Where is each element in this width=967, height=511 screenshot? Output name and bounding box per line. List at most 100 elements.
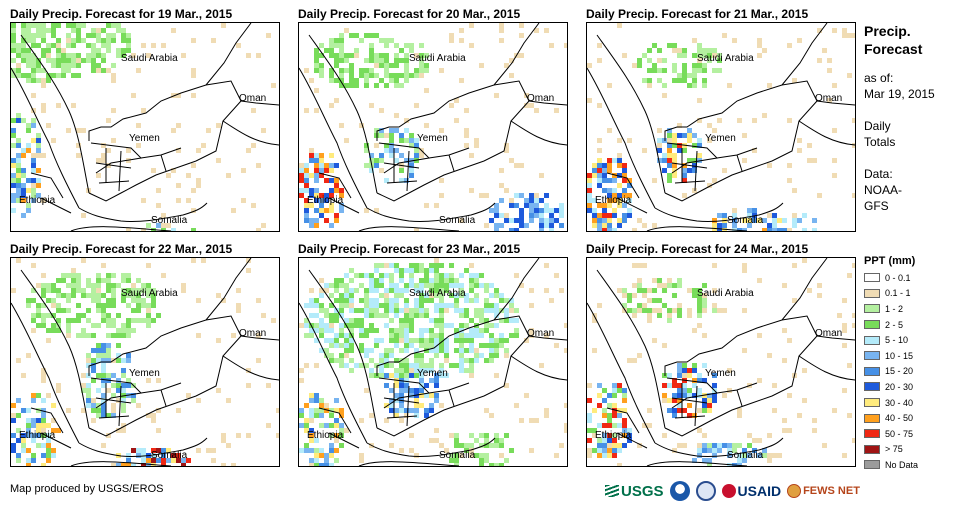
precip-cell bbox=[612, 408, 617, 413]
precip-cell bbox=[126, 303, 131, 308]
precip-cell bbox=[657, 283, 662, 288]
precip-cell bbox=[627, 308, 632, 313]
precip-cell bbox=[712, 178, 717, 183]
precip-cell bbox=[404, 383, 409, 388]
precip-cell bbox=[697, 98, 702, 103]
precip-cell bbox=[31, 158, 36, 163]
precip-cell bbox=[622, 173, 627, 178]
precip-cell bbox=[36, 423, 41, 428]
precip-cell bbox=[329, 53, 334, 58]
precip-cell bbox=[602, 168, 607, 173]
precip-cell bbox=[459, 218, 464, 223]
precip-cell bbox=[612, 453, 617, 458]
precip-cell bbox=[812, 218, 817, 223]
precip-cell bbox=[171, 28, 176, 33]
precip-cell bbox=[121, 428, 126, 433]
precip-cell bbox=[394, 313, 399, 318]
precip-cell bbox=[509, 73, 514, 78]
precip-cell bbox=[309, 438, 314, 443]
precip-cell bbox=[369, 273, 374, 278]
precip-cell bbox=[712, 453, 717, 458]
country-border bbox=[358, 461, 460, 466]
map-label-oman: Oman bbox=[815, 328, 843, 339]
seal-icon bbox=[695, 481, 716, 501]
precip-cell bbox=[51, 43, 56, 48]
precip-cell bbox=[762, 453, 767, 458]
precip-cell bbox=[319, 168, 324, 173]
precip-cell bbox=[66, 38, 71, 43]
precip-cell bbox=[424, 278, 429, 283]
precip-cell bbox=[712, 308, 717, 313]
precip-cell bbox=[141, 458, 146, 463]
precip-cell bbox=[106, 288, 111, 293]
precip-cell bbox=[484, 343, 489, 348]
precip-cell bbox=[667, 373, 672, 378]
precip-cell bbox=[597, 173, 602, 178]
precip-cell bbox=[504, 218, 509, 223]
legend-label: 0.1 - 1 bbox=[885, 288, 911, 299]
precip-cell bbox=[424, 293, 429, 298]
legend-swatch bbox=[864, 444, 880, 454]
precip-cell bbox=[334, 423, 339, 428]
precip-cell bbox=[514, 328, 519, 333]
precip-cell bbox=[379, 78, 384, 83]
precip-cell bbox=[489, 463, 494, 466]
precip-cell bbox=[319, 303, 324, 308]
precip-cell bbox=[812, 158, 817, 163]
precip-cell bbox=[319, 333, 324, 338]
precip-cell bbox=[414, 408, 419, 413]
precip-cell bbox=[697, 313, 702, 318]
precip-cell bbox=[106, 298, 111, 303]
precip-cell bbox=[161, 43, 166, 48]
precip-cell bbox=[399, 268, 404, 273]
data-label: Data: bbox=[864, 167, 893, 181]
precip-cell bbox=[384, 373, 389, 378]
precip-cell bbox=[514, 193, 519, 198]
precip-cell bbox=[344, 138, 349, 143]
precip-cell bbox=[314, 393, 319, 398]
precip-cell bbox=[692, 73, 697, 78]
precip-cell bbox=[76, 273, 81, 278]
precip-cell bbox=[514, 203, 519, 208]
precip-cell bbox=[304, 208, 309, 213]
precip-cell bbox=[622, 188, 627, 193]
precip-cell bbox=[299, 178, 304, 183]
precip-cell bbox=[842, 388, 847, 393]
precip-cell bbox=[454, 338, 459, 343]
country-border bbox=[376, 335, 530, 437]
precip-cell bbox=[484, 443, 489, 448]
precip-cell bbox=[667, 308, 672, 313]
precip-cell bbox=[732, 463, 737, 466]
precip-cell bbox=[622, 418, 627, 423]
precip-cell bbox=[394, 268, 399, 273]
precip-cell bbox=[101, 28, 106, 33]
precip-cell bbox=[91, 378, 96, 383]
precip-cell bbox=[304, 448, 309, 453]
precip-cell bbox=[359, 123, 364, 128]
precip-cell bbox=[449, 453, 454, 458]
precip-cell bbox=[324, 308, 329, 313]
precip-cell bbox=[762, 48, 767, 53]
precip-cell bbox=[637, 263, 642, 268]
precip-cell bbox=[617, 198, 622, 203]
precip-cell bbox=[662, 158, 667, 163]
precip-cell bbox=[76, 63, 81, 68]
precip-cell bbox=[662, 433, 667, 438]
precip-cell bbox=[21, 168, 26, 173]
precip-cell bbox=[36, 303, 41, 308]
precip-cell bbox=[314, 153, 319, 158]
precip-cell bbox=[334, 38, 339, 43]
precip-cell bbox=[111, 78, 116, 83]
precip-cell bbox=[692, 158, 697, 163]
precip-cell bbox=[607, 443, 612, 448]
precip-cell bbox=[196, 178, 201, 183]
precip-cell bbox=[602, 203, 607, 208]
precip-cell bbox=[56, 73, 61, 78]
precip-cell bbox=[21, 188, 26, 193]
precip-cell bbox=[191, 163, 196, 168]
precip-cell bbox=[141, 198, 146, 203]
precip-cell bbox=[91, 283, 96, 288]
precip-cell bbox=[404, 118, 409, 123]
precip-cell bbox=[389, 78, 394, 83]
precip-cell bbox=[309, 203, 314, 208]
